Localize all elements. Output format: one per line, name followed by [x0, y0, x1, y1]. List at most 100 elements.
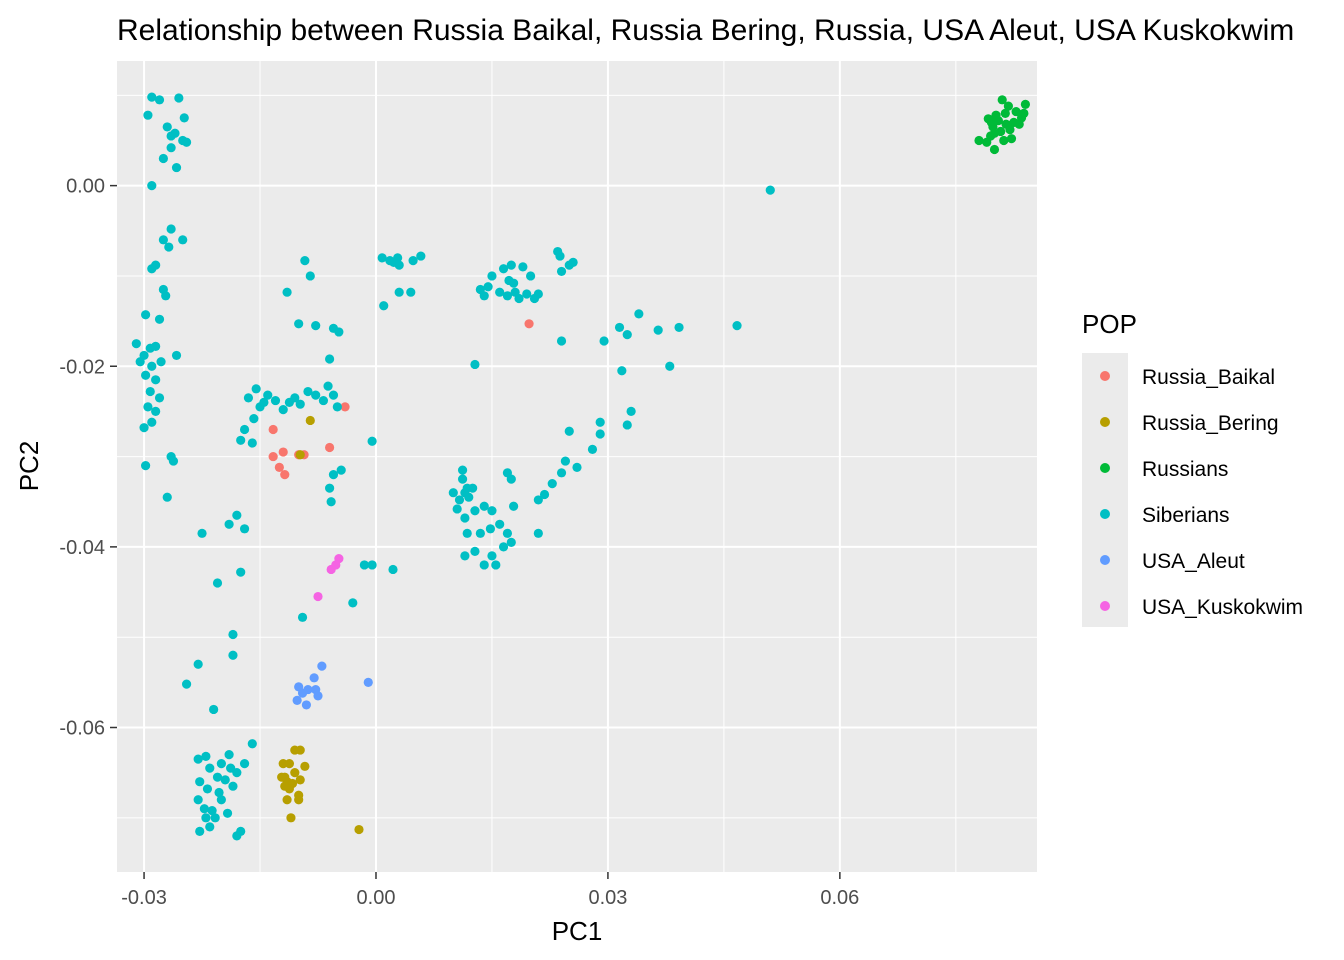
- x-axis-ticks: -0.03 0.00 0.03 0.06: [121, 872, 859, 909]
- point-siberians: [328, 390, 339, 400]
- point-russia-bering: [280, 781, 290, 791]
- point-siberians: [158, 235, 168, 245]
- point-russia-baikal: [268, 451, 278, 462]
- point-usa-aleut: [313, 691, 323, 701]
- point-russia-bering: [305, 415, 315, 426]
- point-siberians: [653, 325, 663, 335]
- point-russians: [1020, 99, 1031, 109]
- y-tick-label: -0.06: [59, 718, 105, 740]
- point-siberians: [336, 465, 346, 475]
- point-russians: [1000, 108, 1010, 118]
- point-siberians: [326, 497, 336, 507]
- point-russia-baikal: [274, 462, 284, 473]
- point-siberians: [470, 359, 480, 370]
- point-siberians: [526, 271, 536, 281]
- point-siberians: [406, 287, 416, 297]
- point-russians: [999, 135, 1009, 146]
- point-russia-baikal: [268, 424, 278, 435]
- point-siberians: [239, 524, 250, 534]
- point-usa-kuskokwim: [331, 560, 341, 570]
- point-siberians: [270, 395, 281, 406]
- y-tick-label: 0.00: [66, 176, 105, 198]
- point-russians: [997, 95, 1007, 105]
- point-siberians: [141, 370, 151, 380]
- point-siberians: [359, 560, 369, 570]
- point-siberians: [195, 777, 205, 787]
- point-siberians: [622, 420, 632, 430]
- point-siberians: [495, 287, 505, 297]
- data-points: [131, 92, 1031, 841]
- point-siberians: [332, 402, 342, 412]
- point-siberians: [665, 361, 675, 371]
- point-siberians: [295, 399, 305, 409]
- point-siberians: [259, 397, 269, 407]
- point-siberians: [164, 242, 174, 252]
- point-siberians: [251, 384, 261, 394]
- point-siberians: [487, 506, 497, 516]
- point-siberians: [555, 251, 565, 261]
- point-siberians: [212, 772, 223, 782]
- point-siberians: [518, 262, 528, 272]
- legend-label-russians: Russians: [1142, 458, 1228, 481]
- point-siberians: [509, 278, 519, 288]
- point-siberians: [181, 137, 192, 147]
- x-tick-label: -0.03: [121, 887, 167, 909]
- minor-gridlines: [117, 61, 1037, 872]
- point-russia-bering: [277, 772, 287, 782]
- point-siberians: [195, 826, 205, 836]
- point-siberians: [614, 322, 625, 333]
- point-siberians: [454, 495, 465, 505]
- legend: POP Russia_Baikal Russia_Bering Russians Si…: [1082, 309, 1303, 627]
- point-siberians: [487, 271, 497, 281]
- point-siberians: [207, 805, 217, 816]
- point-siberians: [325, 354, 335, 364]
- point-siberians: [197, 528, 207, 538]
- point-siberians: [205, 763, 215, 773]
- point-siberians: [487, 551, 497, 561]
- point-siberians: [539, 489, 550, 500]
- point-siberians: [158, 153, 168, 164]
- point-siberians: [193, 659, 203, 669]
- point-siberians: [168, 456, 179, 466]
- point-siberians: [498, 264, 509, 274]
- point-siberians: [151, 375, 161, 385]
- point-russia-bering: [294, 795, 304, 805]
- point-siberians: [448, 488, 458, 498]
- point-siberians: [145, 386, 155, 397]
- point-russians: [1019, 108, 1029, 118]
- point-siberians: [141, 460, 151, 471]
- y-axis-title: PC2: [14, 441, 44, 492]
- point-siberians: [408, 255, 418, 266]
- point-russia-baikal: [340, 402, 350, 412]
- point-russia-bering: [284, 759, 295, 769]
- point-russians: [989, 128, 1000, 138]
- point-siberians: [202, 784, 213, 794]
- point-russia-baikal: [278, 447, 288, 457]
- point-siberians: [247, 438, 257, 448]
- legend-label-usa-aleut: USA_Aleut: [1142, 550, 1245, 573]
- point-siberians: [282, 287, 292, 297]
- point-siberians: [502, 528, 513, 538]
- legend-title: POP: [1082, 309, 1137, 339]
- point-siberians: [460, 513, 470, 523]
- point-siberians: [626, 406, 636, 417]
- point-siberians: [201, 751, 211, 762]
- legend-key-russia-baikal: [1100, 371, 1110, 381]
- point-siberians: [263, 390, 273, 400]
- point-siberians: [297, 612, 308, 622]
- point-usa-kuskokwim: [313, 591, 323, 602]
- x-tick-label: 0.00: [357, 887, 396, 909]
- point-siberians: [464, 492, 474, 502]
- point-siberians: [171, 350, 182, 361]
- legend-label-siberians: Siberians: [1142, 504, 1230, 527]
- legend-key-usa-kuskokwim: [1100, 601, 1110, 611]
- point-siberians: [491, 560, 501, 570]
- point-siberians: [311, 321, 321, 331]
- point-siberians: [457, 474, 468, 484]
- point-siberians: [468, 483, 478, 493]
- point-siberians: [457, 465, 468, 475]
- point-siberians: [162, 492, 172, 502]
- legend-key-russia-bering: [1100, 417, 1110, 427]
- point-siberians: [222, 808, 233, 818]
- point-siberians: [151, 406, 161, 417]
